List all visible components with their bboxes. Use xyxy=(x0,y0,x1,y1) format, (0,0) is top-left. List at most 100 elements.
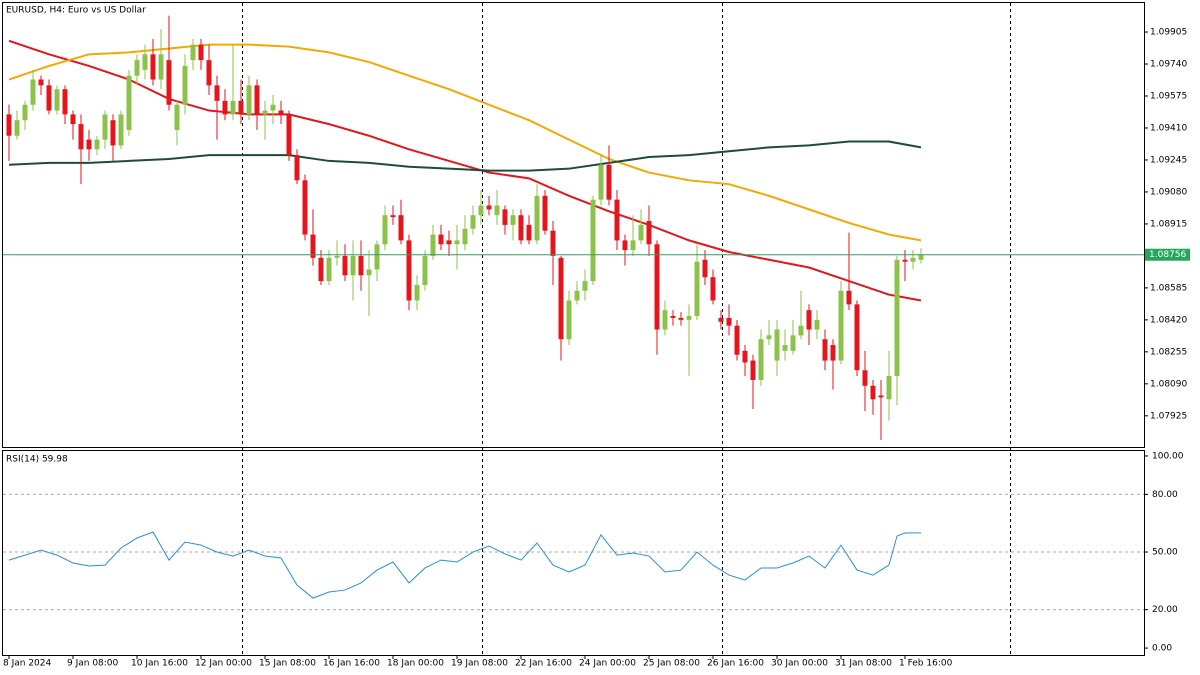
x-tick-label: 26 Jan 16:00 xyxy=(707,659,764,669)
candle-body xyxy=(86,139,92,150)
y-tick-label: 1.09740 xyxy=(1150,60,1187,70)
y-tick-label: 1.09575 xyxy=(1150,92,1187,102)
y-tick-label: 0.00 xyxy=(1152,644,1172,654)
candle-body xyxy=(270,104,276,111)
current-price-box xyxy=(1145,248,1190,261)
candle-body xyxy=(622,240,628,251)
y-tick-label: 1.09245 xyxy=(1150,155,1187,165)
candle-body xyxy=(566,300,572,340)
candle-body xyxy=(422,255,428,285)
candle-body xyxy=(814,319,820,330)
candle-body xyxy=(494,205,500,216)
candle-body xyxy=(318,257,324,282)
candle-body xyxy=(910,257,916,262)
price-panel xyxy=(2,2,1145,448)
candle-body xyxy=(870,385,876,400)
candle-body xyxy=(342,255,348,276)
candle-body xyxy=(38,79,44,86)
x-tick-label: 24 Jan 00:00 xyxy=(579,659,636,669)
candle-body xyxy=(750,360,756,380)
candle-body xyxy=(454,240,460,245)
y-tick-label: 1.09905 xyxy=(1150,28,1187,38)
candle-body xyxy=(598,164,604,200)
candle-body xyxy=(414,284,420,301)
candle-body xyxy=(254,85,260,115)
candle-body xyxy=(326,257,332,282)
current-price-label: 1.08756 xyxy=(1149,250,1186,260)
x-tick-label: 30 Jan 00:00 xyxy=(771,659,828,669)
candle-body xyxy=(918,254,924,260)
candle-body xyxy=(206,60,212,86)
candle-body xyxy=(486,205,492,210)
y-tick-label: 50.00 xyxy=(1152,548,1178,558)
candle-body xyxy=(366,269,372,276)
candle-body xyxy=(246,85,252,115)
candle-body xyxy=(894,259,900,377)
candle-body xyxy=(302,180,308,235)
candle-body xyxy=(238,100,244,115)
candle-body xyxy=(398,215,404,241)
candle-body xyxy=(222,100,228,115)
candle-body xyxy=(518,215,524,241)
y-tick-label: 80.00 xyxy=(1152,490,1178,500)
candle-body xyxy=(118,114,124,146)
candle-body xyxy=(182,65,188,105)
candle-body xyxy=(350,255,356,276)
x-tick-label: 22 Jan 16:00 xyxy=(515,659,572,669)
candle-body xyxy=(94,139,100,150)
candle-body xyxy=(190,44,196,61)
y-tick-label: 1.08915 xyxy=(1150,219,1187,229)
candle-body xyxy=(438,234,444,245)
candle-body xyxy=(646,221,652,245)
y-tick-label: 100.00 xyxy=(1152,451,1184,461)
candle-body xyxy=(6,114,12,136)
candle-body xyxy=(142,54,148,70)
candle-body xyxy=(630,240,636,251)
y-tick-label: 1.08090 xyxy=(1150,379,1187,389)
candle-body xyxy=(14,120,20,136)
candle-body xyxy=(726,317,732,326)
candle-body xyxy=(574,290,580,301)
y-tick-label: 1.08255 xyxy=(1150,347,1187,357)
x-tick-label: 10 Jan 16:00 xyxy=(131,659,188,669)
candle-body xyxy=(606,164,612,200)
candle-body xyxy=(678,317,684,320)
candle-body xyxy=(62,89,68,115)
x-tick-label: 16 Jan 16:00 xyxy=(323,659,380,669)
candle-body xyxy=(334,255,340,258)
candle-body xyxy=(166,60,172,105)
rsi-line xyxy=(8,531,922,599)
candle-body xyxy=(790,335,796,351)
candle-body xyxy=(126,75,132,130)
candle-body xyxy=(654,244,660,330)
x-tick-label: 31 Jan 08:00 xyxy=(835,659,892,669)
candle-body xyxy=(694,261,700,316)
candle-body xyxy=(846,290,852,305)
candle-body xyxy=(582,281,588,291)
candle-body xyxy=(798,325,804,336)
candle-body xyxy=(806,310,812,330)
candle-body xyxy=(590,199,596,282)
y-tick-label: 1.09410 xyxy=(1150,123,1187,133)
candle-body xyxy=(510,215,516,225)
candle-body xyxy=(526,224,532,241)
candle-body xyxy=(782,345,788,351)
candle-body xyxy=(886,376,892,400)
candle-body xyxy=(46,85,52,111)
candle-body xyxy=(862,370,868,386)
candle-body xyxy=(686,315,692,320)
candle-body xyxy=(214,85,220,101)
candle-body xyxy=(878,395,884,398)
candle-body xyxy=(742,350,748,363)
candle-body xyxy=(278,110,284,115)
rsi-panel xyxy=(2,450,1145,656)
candle-body xyxy=(766,335,772,340)
candle-body xyxy=(262,110,268,115)
candle-body xyxy=(358,255,364,276)
y-tick-label: 1.09080 xyxy=(1150,187,1187,197)
candle-body xyxy=(230,100,236,115)
y-tick-label: 1.08420 xyxy=(1150,315,1187,325)
candle-body xyxy=(374,244,380,270)
